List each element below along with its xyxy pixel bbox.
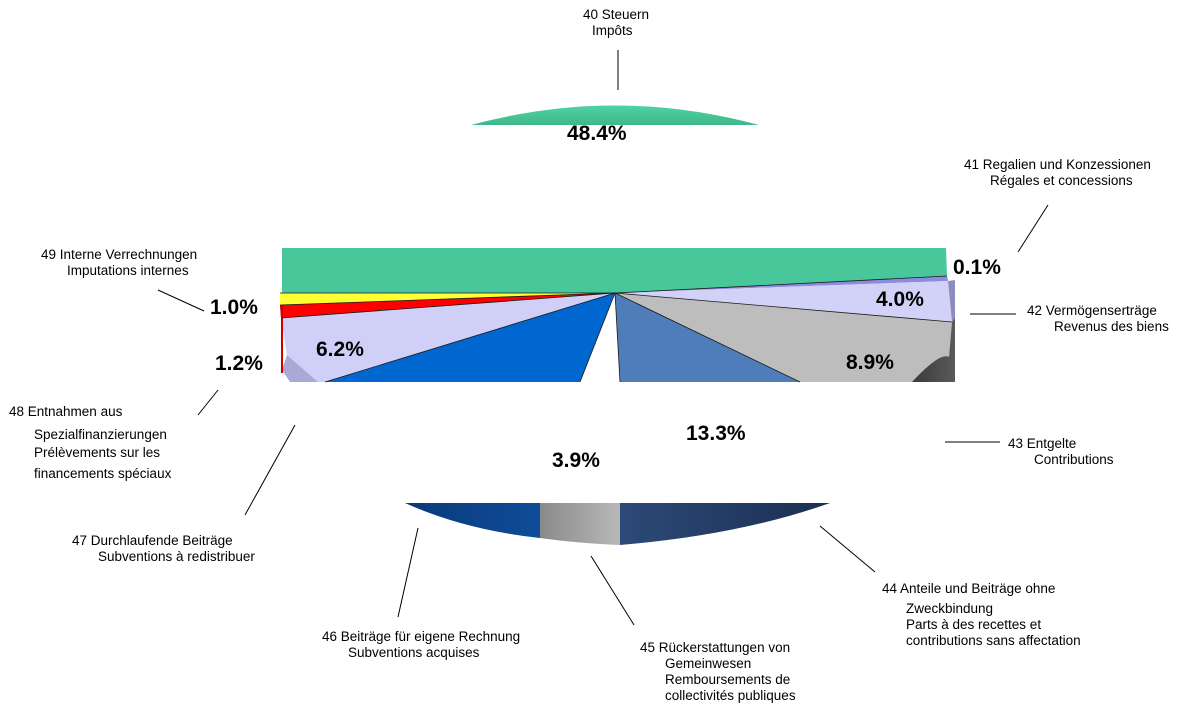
slice-42	[615, 281, 952, 322]
slice-42-edge	[948, 280, 955, 322]
slice-40-top-segment	[471, 105, 759, 125]
category-label-41: 41 Regalien und Konzessionen Régales et …	[964, 157, 1155, 188]
slice-45-rim	[540, 503, 620, 545]
slice-43-edge	[912, 318, 955, 382]
leader-line-41	[1017, 204, 1049, 253]
slice-40	[282, 248, 947, 293]
leader-line-47	[244, 424, 296, 516]
slice-borders	[279, 275, 953, 383]
value-label-49: 1.0%	[210, 296, 258, 319]
category-label-44: 44 Anteile und Beiträge ohne Zweckbindun…	[882, 581, 1081, 648]
value-label-48: 1.2%	[215, 352, 263, 375]
category-label-43: 43 Entgelte Contributions	[1008, 436, 1114, 467]
value-label-42: 4.0%	[876, 288, 924, 311]
category-label-40: 40 Steuern Impôts	[583, 7, 653, 38]
category-labels: 40 Steuern Impôts 41 Regalien und Konzes…	[9, 7, 1169, 703]
leader-line-44	[819, 525, 876, 573]
value-label-41: 0.1%	[953, 256, 1001, 279]
leader-line-45	[590, 555, 635, 626]
value-label-44: 13.3%	[686, 422, 746, 445]
category-label-45: 45 Rückerstattungen von Gemeinwesen Remb…	[640, 640, 796, 703]
slice-47-edge	[282, 355, 318, 382]
slice-43	[615, 293, 952, 382]
slice-46-rim	[405, 503, 540, 538]
category-label-48: 48 Entnahmen aus Spezialfinanzierungen P…	[9, 404, 172, 481]
leader-line-49	[157, 289, 205, 312]
category-label-42: 42 Vermögenserträge Revenus des biens	[1027, 303, 1169, 334]
category-label-46: 46 Beiträge für eigene Rechnung Subventi…	[322, 629, 524, 660]
leader-lines	[157, 50, 1049, 626]
slice-44-rim	[620, 503, 830, 545]
slice-45	[580, 293, 620, 382]
value-label-43: 8.9%	[846, 351, 894, 374]
value-label-47: 6.2%	[316, 338, 364, 361]
slice-48-edge	[280, 305, 283, 373]
leader-line-46	[397, 527, 419, 618]
value-label-45: 3.9%	[552, 449, 600, 472]
value-label-40: 48.4%	[567, 122, 627, 145]
leader-line-48	[197, 389, 219, 416]
slice-47	[281, 293, 615, 382]
category-label-49: 49 Interne Verrechnungen Imputations int…	[41, 247, 201, 278]
category-label-47: 47 Durchlaufende Beiträge Subventions à …	[72, 533, 255, 564]
